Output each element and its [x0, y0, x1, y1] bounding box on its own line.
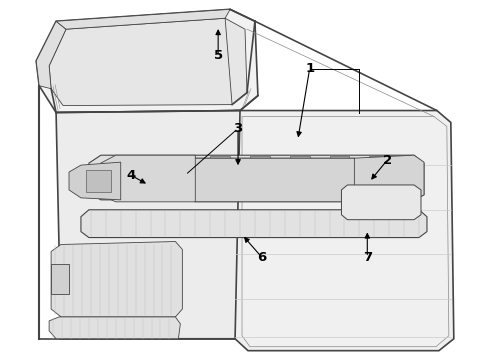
Polygon shape [329, 156, 349, 163]
Polygon shape [86, 170, 111, 192]
Polygon shape [235, 111, 454, 351]
Polygon shape [116, 156, 136, 163]
Polygon shape [146, 156, 166, 163]
Polygon shape [56, 9, 230, 29]
Polygon shape [250, 156, 270, 163]
Text: 4: 4 [126, 168, 135, 181]
Polygon shape [342, 185, 421, 220]
Polygon shape [69, 162, 121, 200]
Polygon shape [183, 158, 368, 202]
Text: 5: 5 [214, 49, 223, 63]
Text: 7: 7 [363, 251, 372, 264]
Text: 3: 3 [233, 122, 243, 135]
Text: 2: 2 [383, 154, 392, 167]
Polygon shape [290, 156, 310, 163]
Polygon shape [354, 155, 424, 202]
Polygon shape [89, 155, 424, 200]
Polygon shape [210, 156, 230, 163]
Polygon shape [36, 9, 258, 113]
Polygon shape [56, 111, 240, 339]
Text: 1: 1 [305, 62, 314, 75]
Polygon shape [36, 21, 66, 89]
Polygon shape [51, 242, 182, 317]
Polygon shape [49, 18, 247, 105]
Polygon shape [101, 155, 196, 202]
Polygon shape [51, 264, 69, 294]
Text: 6: 6 [257, 251, 267, 264]
Polygon shape [49, 317, 180, 339]
Polygon shape [369, 156, 389, 163]
Polygon shape [81, 210, 427, 238]
Polygon shape [175, 156, 196, 163]
